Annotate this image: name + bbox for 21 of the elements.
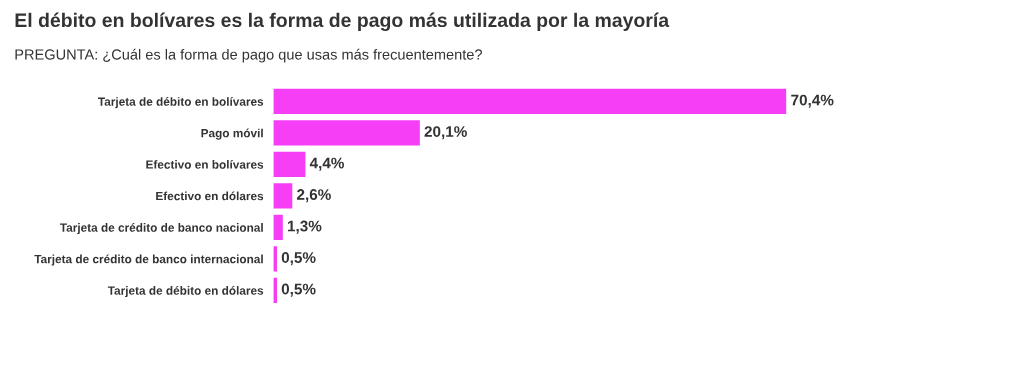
bar — [273, 88, 787, 114]
data-label: 2,6% — [297, 189, 331, 203]
data-label: 0,5% — [281, 252, 316, 266]
bar — [273, 183, 293, 209]
data-label: 70,4% — [791, 94, 834, 108]
chart-subtitle: PREGUNTA: ¿Cuál es la forma de pago que usas más frecuentemente? — [15, 48, 482, 63]
y-tick-label: Efectivo en dólares — [156, 191, 264, 201]
data-label: 4,4% — [309, 157, 345, 171]
bar — [273, 214, 283, 240]
y-tick-label: Efectivo en bolívares — [146, 159, 264, 169]
y-tick-label: Tarjeta de débito en bolívares — [98, 97, 264, 109]
y-tick-label: Tarjeta de débito en dólares — [107, 285, 264, 298]
y-tick-label: Tarjeta de crédito de banco nacional — [59, 223, 263, 235]
data-label: 0,5% — [281, 283, 316, 297]
y-tick-label: Pago móvil — [201, 128, 263, 140]
y-tick-label: Tarjeta de crédito de banco internacional — [34, 254, 263, 266]
bar — [273, 151, 306, 177]
chart-title: El débito en bolívares es la forma de pago más utilizada por la mayoría — [15, 12, 670, 31]
bar — [273, 120, 420, 146]
data-label: 1,3% — [287, 220, 322, 234]
data-label: 20,1% — [424, 126, 467, 140]
